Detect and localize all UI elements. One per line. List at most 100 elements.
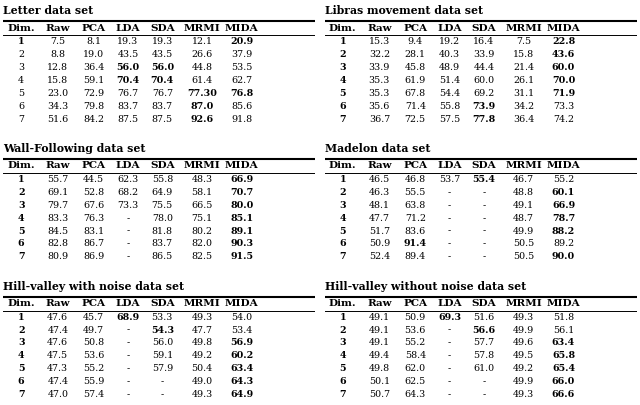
Text: 58.1: 58.1 xyxy=(191,188,212,197)
Text: 5: 5 xyxy=(339,364,346,373)
Text: 48.3: 48.3 xyxy=(191,175,212,184)
Text: -: - xyxy=(448,201,451,210)
Text: 47.4: 47.4 xyxy=(47,377,68,386)
Text: -: - xyxy=(126,390,130,399)
Text: Raw: Raw xyxy=(45,24,70,33)
Text: 40.3: 40.3 xyxy=(439,50,460,59)
Text: Dim.: Dim. xyxy=(7,24,35,33)
Text: 82.5: 82.5 xyxy=(191,252,212,261)
Text: 44.4: 44.4 xyxy=(474,63,495,72)
Text: 36.4: 36.4 xyxy=(83,63,104,72)
Text: 1: 1 xyxy=(18,313,24,322)
Text: 52.8: 52.8 xyxy=(83,188,104,197)
Text: 7: 7 xyxy=(18,115,24,124)
Text: 49.6: 49.6 xyxy=(513,339,534,347)
Text: -: - xyxy=(161,377,164,386)
Text: 55.4: 55.4 xyxy=(472,175,495,184)
Text: SDA: SDA xyxy=(472,162,496,171)
Text: 36.4: 36.4 xyxy=(513,115,534,124)
Text: 15.3: 15.3 xyxy=(369,37,390,46)
Text: 65.4: 65.4 xyxy=(552,364,575,373)
Text: 5: 5 xyxy=(18,89,24,98)
Text: SDA: SDA xyxy=(150,299,175,308)
Text: 68.9: 68.9 xyxy=(116,313,140,322)
Text: 56.0: 56.0 xyxy=(152,339,173,347)
Text: MIDA: MIDA xyxy=(225,299,259,308)
Text: Hill-valley with noise data set: Hill-valley with noise data set xyxy=(3,281,184,292)
Text: 83.1: 83.1 xyxy=(83,226,104,236)
Text: 71.2: 71.2 xyxy=(404,214,426,223)
Text: SDA: SDA xyxy=(150,162,175,171)
Text: 87.5: 87.5 xyxy=(152,115,173,124)
Text: 1: 1 xyxy=(18,175,24,184)
Text: 57.8: 57.8 xyxy=(474,352,495,360)
Text: 55.7: 55.7 xyxy=(47,175,68,184)
Text: LDA: LDA xyxy=(437,24,462,33)
Text: 70.4: 70.4 xyxy=(116,76,140,85)
Text: 49.7: 49.7 xyxy=(83,326,104,335)
Text: MRMI: MRMI xyxy=(184,299,220,308)
Text: 61.0: 61.0 xyxy=(474,364,495,373)
Text: 49.1: 49.1 xyxy=(369,339,390,347)
Text: 77.8: 77.8 xyxy=(472,115,495,124)
Text: -: - xyxy=(483,252,486,261)
Text: 6: 6 xyxy=(18,102,24,111)
Text: 55.2: 55.2 xyxy=(553,175,574,184)
Text: 5: 5 xyxy=(18,364,24,373)
Text: 70.0: 70.0 xyxy=(552,76,575,85)
Text: 57.5: 57.5 xyxy=(439,115,460,124)
Text: 45.8: 45.8 xyxy=(404,63,426,72)
Text: Dim.: Dim. xyxy=(329,299,356,308)
Text: 66.6: 66.6 xyxy=(552,390,575,399)
Text: 49.9: 49.9 xyxy=(513,326,534,335)
Text: -: - xyxy=(448,364,451,373)
Text: 63.4: 63.4 xyxy=(552,339,575,347)
Text: 12.8: 12.8 xyxy=(47,63,68,72)
Text: 55.2: 55.2 xyxy=(83,364,104,373)
Text: 67.8: 67.8 xyxy=(404,89,426,98)
Text: 60.1: 60.1 xyxy=(552,188,575,197)
Text: 60.0: 60.0 xyxy=(552,63,575,72)
Text: 8.1: 8.1 xyxy=(86,37,101,46)
Text: 60.2: 60.2 xyxy=(230,352,253,360)
Text: 53.7: 53.7 xyxy=(439,175,460,184)
Text: 90.0: 90.0 xyxy=(552,252,575,261)
Text: 7: 7 xyxy=(339,115,346,124)
Text: 4: 4 xyxy=(18,76,24,85)
Text: -: - xyxy=(448,226,451,236)
Text: 51.8: 51.8 xyxy=(553,313,574,322)
Text: 90.3: 90.3 xyxy=(230,239,253,248)
Text: 76.8: 76.8 xyxy=(230,89,253,98)
Text: 91.4: 91.4 xyxy=(404,239,427,248)
Text: 47.7: 47.7 xyxy=(191,326,212,335)
Text: 73.3: 73.3 xyxy=(117,201,139,210)
Text: PCA: PCA xyxy=(82,24,106,33)
Text: 32.2: 32.2 xyxy=(369,50,390,59)
Text: 56.9: 56.9 xyxy=(230,339,253,347)
Text: 72.9: 72.9 xyxy=(83,89,104,98)
Text: 8.8: 8.8 xyxy=(51,50,65,59)
Text: 2: 2 xyxy=(339,326,346,335)
Text: 55.5: 55.5 xyxy=(404,188,426,197)
Text: 53.6: 53.6 xyxy=(83,352,104,360)
Text: 86.7: 86.7 xyxy=(83,239,104,248)
Text: MRMI: MRMI xyxy=(184,24,220,33)
Text: 62.5: 62.5 xyxy=(404,377,426,386)
Text: 35.6: 35.6 xyxy=(369,102,390,111)
Text: 49.8: 49.8 xyxy=(369,364,390,373)
Text: PCA: PCA xyxy=(82,299,106,308)
Text: 34.2: 34.2 xyxy=(513,102,534,111)
Text: MIDA: MIDA xyxy=(547,299,580,308)
Text: 70.7: 70.7 xyxy=(230,188,253,197)
Text: 84.5: 84.5 xyxy=(47,226,68,236)
Text: 7.5: 7.5 xyxy=(50,37,65,46)
Text: 80.0: 80.0 xyxy=(230,201,253,210)
Text: 4: 4 xyxy=(339,352,346,360)
Text: Raw: Raw xyxy=(367,162,392,171)
Text: 3: 3 xyxy=(18,339,24,347)
Text: -: - xyxy=(483,188,486,197)
Text: Raw: Raw xyxy=(367,24,392,33)
Text: 52.4: 52.4 xyxy=(369,252,390,261)
Text: 44.8: 44.8 xyxy=(191,63,212,72)
Text: LDA: LDA xyxy=(116,162,140,171)
